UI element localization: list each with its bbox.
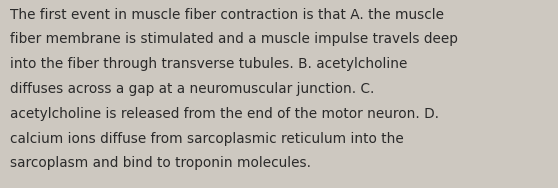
Text: into the fiber through transverse tubules. B. acetylcholine: into the fiber through transverse tubule… (10, 57, 407, 71)
Text: sarcoplasm and bind to troponin molecules.: sarcoplasm and bind to troponin molecule… (10, 156, 311, 170)
Text: diffuses across a gap at a neuromuscular junction. C.: diffuses across a gap at a neuromuscular… (10, 82, 374, 96)
Text: calcium ions diffuse from sarcoplasmic reticulum into the: calcium ions diffuse from sarcoplasmic r… (10, 132, 404, 146)
Text: fiber membrane is stimulated and a muscle impulse travels deep: fiber membrane is stimulated and a muscl… (10, 32, 458, 46)
Text: acetylcholine is released from the end of the motor neuron. D.: acetylcholine is released from the end o… (10, 107, 439, 121)
Text: The first event in muscle fiber contraction is that A. the muscle: The first event in muscle fiber contract… (10, 8, 444, 21)
